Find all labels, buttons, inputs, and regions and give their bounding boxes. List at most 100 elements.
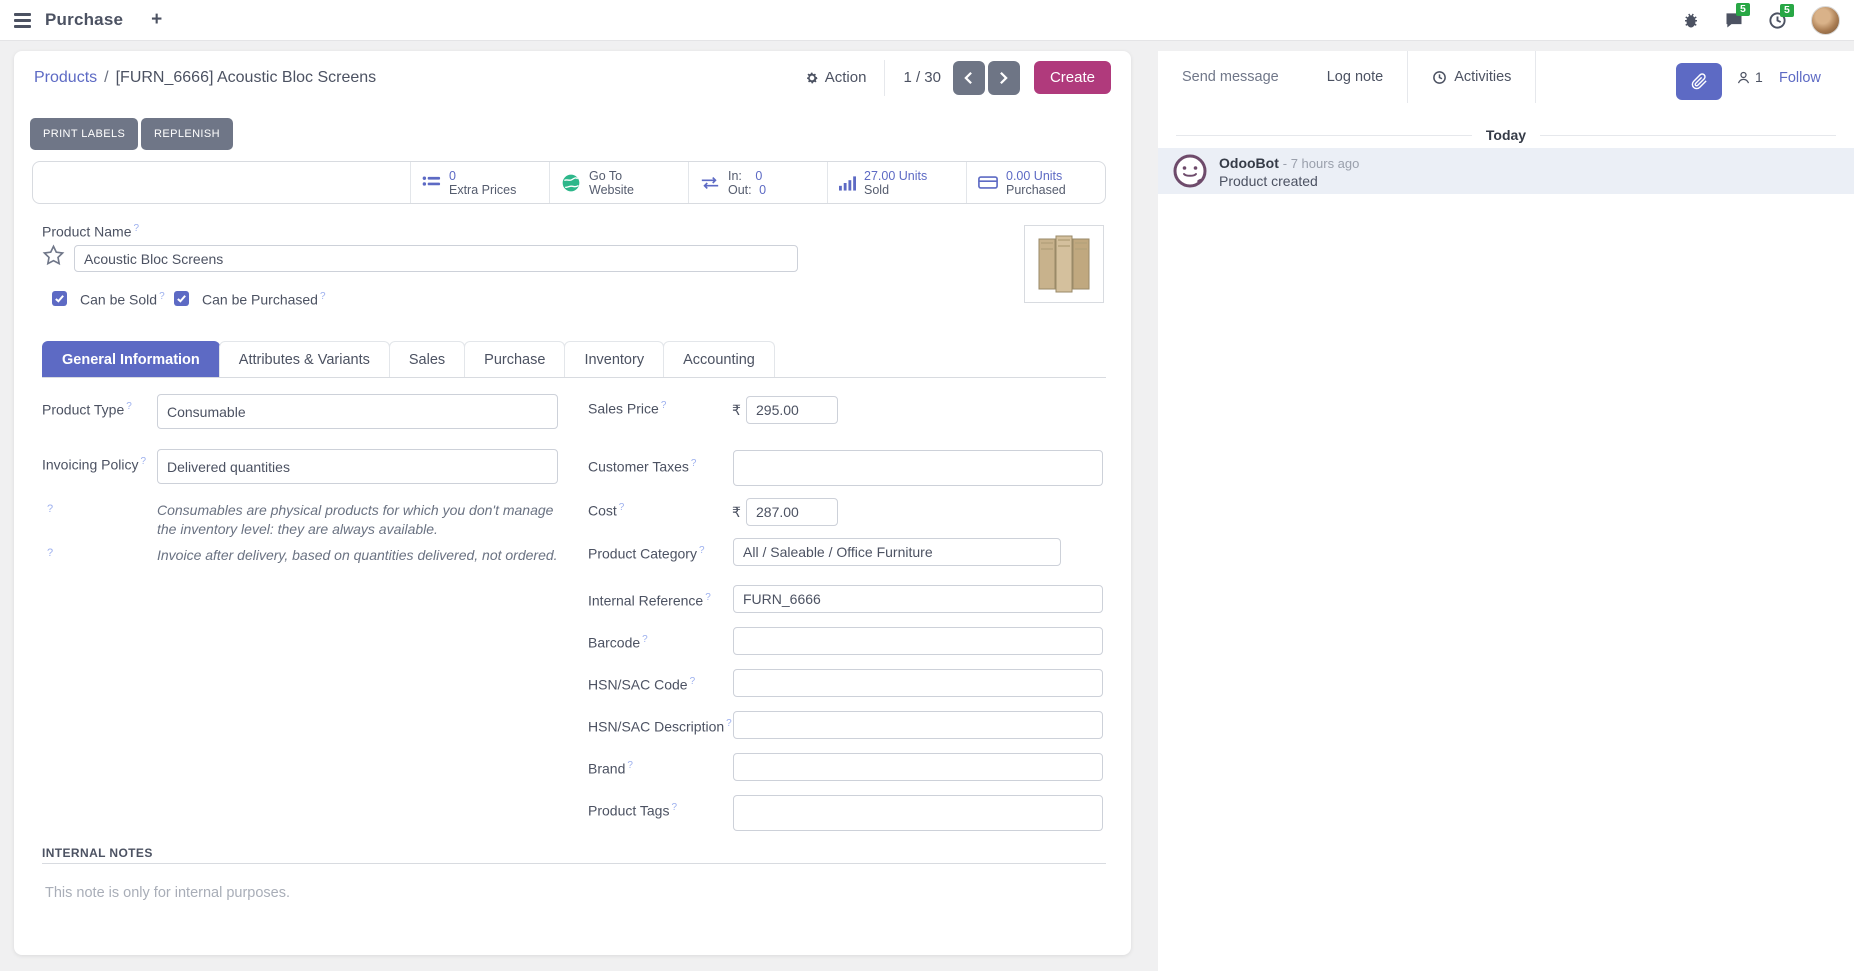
attach-files-button[interactable] (1676, 63, 1722, 100)
help-question-mark[interactable]: ? (47, 503, 54, 515)
invoicing-policy-input[interactable] (157, 449, 558, 484)
user-avatar[interactable] (1811, 5, 1840, 35)
notebook-tabs: General Information Attributes & Variant… (42, 341, 1106, 378)
product-tags-input[interactable] (733, 795, 1103, 823)
barcode-label: Barcode? (588, 634, 648, 651)
units-purchased-stat-button[interactable]: 0.00 Units Purchased (966, 162, 1105, 203)
hsn-sac-code-input[interactable] (733, 669, 1103, 697)
replenish-button[interactable]: REPLENISH (141, 118, 233, 150)
extra-prices-label: Extra Prices (449, 182, 517, 197)
form-view-card: Products / [FURN_6666] Acoustic Bloc Scr… (14, 51, 1131, 955)
product-category-label: Product Category? (588, 545, 705, 562)
check-icon (177, 295, 186, 303)
credit-card-icon (978, 176, 998, 189)
pricelist-icon (422, 176, 441, 186)
breadcrumb-separator: / (104, 68, 109, 86)
out-label: Out: (728, 182, 752, 197)
person-icon (1737, 71, 1750, 83)
message-timestamp: - 7 hours ago (1282, 156, 1360, 171)
apps-menu-icon[interactable] (14, 12, 31, 28)
can-be-purchased-checkbox[interactable] (174, 291, 189, 306)
out-value: 0 (759, 182, 767, 197)
hsn-sac-description-input[interactable] (733, 711, 1103, 739)
log-note-button[interactable]: Log note (1326, 69, 1384, 85)
activities-label: Activities (1454, 69, 1512, 85)
product-category-input[interactable] (733, 538, 1061, 566)
product-image[interactable] (1024, 225, 1104, 303)
activities-clock-icon[interactable]: 5 (1768, 3, 1794, 30)
extra-prices-stat-button[interactable]: 0 Extra Prices (410, 162, 549, 203)
customer-taxes-tags-area[interactable] (733, 477, 1103, 486)
page-title: [FURN_6666] Acoustic Bloc Screens (115, 68, 377, 86)
consumable-help-text: Consumables are physical products for wh… (157, 502, 554, 537)
divider (1407, 51, 1409, 103)
smart-buttons-box: 0 Extra Prices Go To Website (32, 161, 1106, 204)
brand-input[interactable] (733, 753, 1103, 781)
extra-prices-value: 0 (449, 168, 456, 183)
barcode-input[interactable] (733, 627, 1103, 655)
favorite-star-icon[interactable] (42, 244, 65, 272)
messages-count-badge: 5 (1736, 3, 1750, 16)
tab-purchase[interactable]: Purchase (464, 341, 566, 377)
activities-button[interactable]: Activities (1408, 51, 1535, 103)
inventory-in-out-stat-button[interactable]: In: 0 Out: 0 (688, 162, 827, 203)
cost-currency: ₹ (732, 504, 741, 520)
product-type-input[interactable] (157, 394, 558, 429)
product-tags-tags-area[interactable] (733, 822, 1103, 831)
brand-label: Brand? (588, 760, 633, 777)
divider (1535, 51, 1537, 103)
internal-reference-input[interactable] (733, 585, 1103, 613)
tab-attributes-variants[interactable]: Attributes & Variants (218, 341, 390, 377)
go-to-website-stat-button[interactable]: Go To Website (549, 162, 688, 203)
sales-price-currency: ₹ (732, 402, 741, 418)
divider (42, 863, 1106, 864)
product-type-label: Product Type? (42, 401, 132, 418)
follow-button[interactable]: Follow (1779, 70, 1821, 86)
new-tab-plus-icon[interactable]: + (151, 9, 163, 30)
app-name[interactable]: Purchase (45, 10, 124, 29)
breadcrumb-products-link[interactable]: Products (34, 68, 98, 86)
customer-taxes-input[interactable] (733, 450, 1103, 478)
internal-notes-placeholder[interactable]: This note is only for internal purposes. (45, 885, 291, 901)
debug-bug-icon[interactable] (1682, 11, 1700, 29)
send-message-button[interactable]: Send message (1182, 69, 1279, 85)
in-label: In: (728, 168, 742, 183)
paperclip-icon (1691, 73, 1707, 90)
cost-input[interactable] (746, 498, 838, 526)
invoicing-help-text: Invoice after delivery, based on quantit… (157, 547, 558, 563)
action-menu-button[interactable]: Action (805, 69, 867, 86)
followers-button[interactable]: 1 (1736, 69, 1763, 85)
internal-reference-label: Internal Reference? (588, 592, 711, 609)
can-be-sold-checkbox[interactable] (52, 291, 67, 306)
units-purchased-label: Purchased (1006, 182, 1066, 197)
invoicing-policy-label: Invoicing Policy? (42, 456, 147, 473)
create-button[interactable]: Create (1033, 61, 1111, 94)
tab-accounting[interactable]: Accounting (663, 341, 775, 377)
in-value: 0 (755, 168, 763, 183)
help-question-mark[interactable]: ? (47, 547, 54, 559)
tab-general-information[interactable]: General Information (42, 341, 220, 377)
sales-price-input[interactable] (746, 396, 838, 424)
units-sold-label: Sold (864, 182, 890, 197)
folding-screen-image (1038, 235, 1090, 293)
message-body: Product created (1219, 173, 1318, 189)
chart-bars-icon (839, 175, 856, 191)
tab-sales[interactable]: Sales (388, 341, 466, 377)
units-sold-value: 27.00 Units (864, 168, 928, 183)
tab-inventory[interactable]: Inventory (564, 341, 665, 377)
pager-next-button[interactable] (987, 60, 1020, 95)
date-divider: Today (1158, 127, 1854, 143)
help-question-mark[interactable]: ? (133, 223, 140, 234)
customer-taxes-label: Customer Taxes? (588, 458, 697, 475)
pager-previous-button[interactable] (952, 60, 985, 95)
clock-icon (1433, 70, 1447, 84)
message-author[interactable]: OdooBot (1219, 155, 1279, 171)
internal-notes-heading: INTERNAL NOTES (42, 846, 153, 860)
action-label: Action (824, 69, 867, 86)
units-sold-stat-button[interactable]: 27.00 Units Sold (827, 162, 966, 203)
breadcrumb: Products / [FURN_6666] Acoustic Bloc Scr… (34, 69, 376, 87)
print-labels-button[interactable]: PRINT LABELS (30, 118, 139, 150)
messages-icon[interactable]: 5 (1724, 3, 1750, 30)
chatter-message[interactable]: OdooBot - 7 hours ago Product created (1158, 148, 1854, 194)
product-name-input[interactable] (74, 245, 798, 272)
